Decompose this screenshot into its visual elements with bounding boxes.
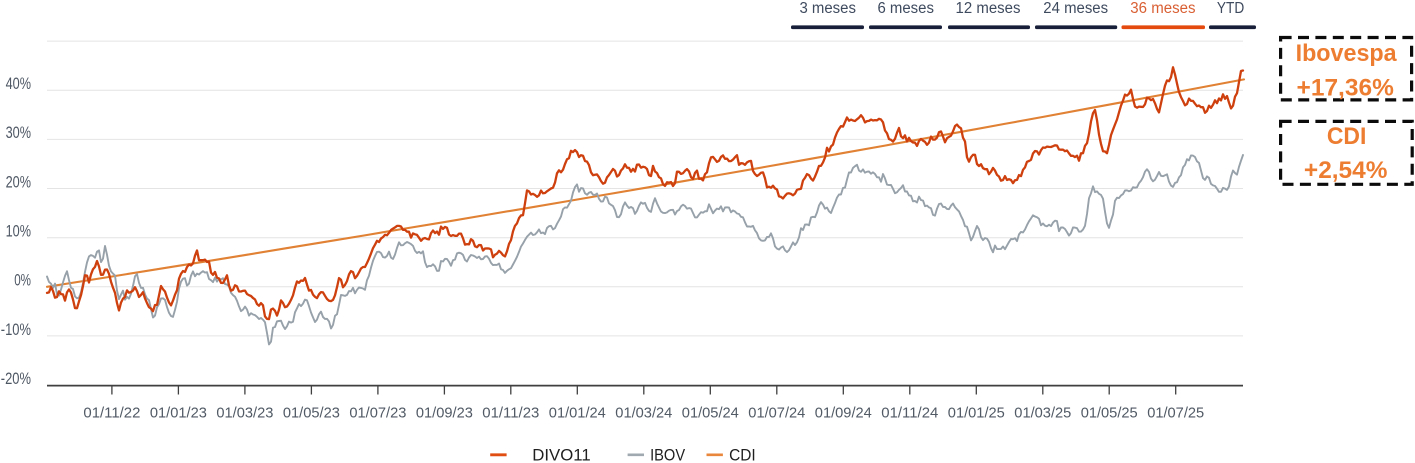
svg-text:01/05/25: 01/05/25 — [1081, 404, 1138, 421]
svg-text:01/03/23: 01/03/23 — [216, 404, 273, 421]
svg-text:01/05/24: 01/05/24 — [682, 404, 739, 421]
svg-text:12 meses: 12 meses — [956, 0, 1021, 17]
svg-text:10%: 10% — [6, 222, 31, 241]
svg-text:+2,54%: +2,54% — [1304, 157, 1388, 184]
svg-text:01/03/24: 01/03/24 — [615, 404, 672, 421]
svg-text:01/11/24: 01/11/24 — [881, 404, 938, 421]
svg-text:01/09/23: 01/09/23 — [416, 404, 473, 421]
svg-text:01/01/24: 01/01/24 — [549, 404, 606, 421]
svg-text:01/11/23: 01/11/23 — [482, 404, 539, 421]
svg-text:01/09/24: 01/09/24 — [815, 404, 872, 421]
svg-text:01/11/22: 01/11/22 — [83, 404, 140, 421]
svg-text:+17,36%: +17,36% — [1297, 75, 1394, 102]
svg-text:01/07/24: 01/07/24 — [748, 404, 805, 421]
svg-text:3 meses: 3 meses — [799, 0, 856, 17]
svg-text:01/01/25: 01/01/25 — [948, 404, 1005, 421]
svg-text:DIVO11: DIVO11 — [532, 446, 590, 463]
svg-text:01/01/23: 01/01/23 — [150, 404, 207, 421]
svg-text:CDI: CDI — [1327, 123, 1367, 150]
svg-text:YTD: YTD — [1217, 0, 1244, 17]
svg-text:6 meses: 6 meses — [877, 0, 934, 17]
svg-text:01/07/25: 01/07/25 — [1147, 404, 1204, 421]
svg-text:IBOV: IBOV — [650, 446, 686, 463]
svg-text:0%: 0% — [14, 271, 31, 290]
svg-text:36 meses: 36 meses — [1130, 0, 1195, 17]
svg-text:01/07/23: 01/07/23 — [349, 404, 406, 421]
svg-text:01/05/23: 01/05/23 — [283, 404, 340, 421]
svg-text:Ibovespa: Ibovespa — [1296, 40, 1398, 67]
svg-text:20%: 20% — [6, 172, 31, 191]
svg-text:40%: 40% — [6, 74, 31, 93]
svg-text:01/03/25: 01/03/25 — [1014, 404, 1071, 421]
svg-text:30%: 30% — [6, 123, 31, 142]
svg-text:24 meses: 24 meses — [1043, 0, 1108, 17]
svg-text:CDI: CDI — [729, 446, 756, 463]
svg-text:-10%: -10% — [1, 320, 31, 339]
svg-text:-20%: -20% — [1, 369, 31, 388]
